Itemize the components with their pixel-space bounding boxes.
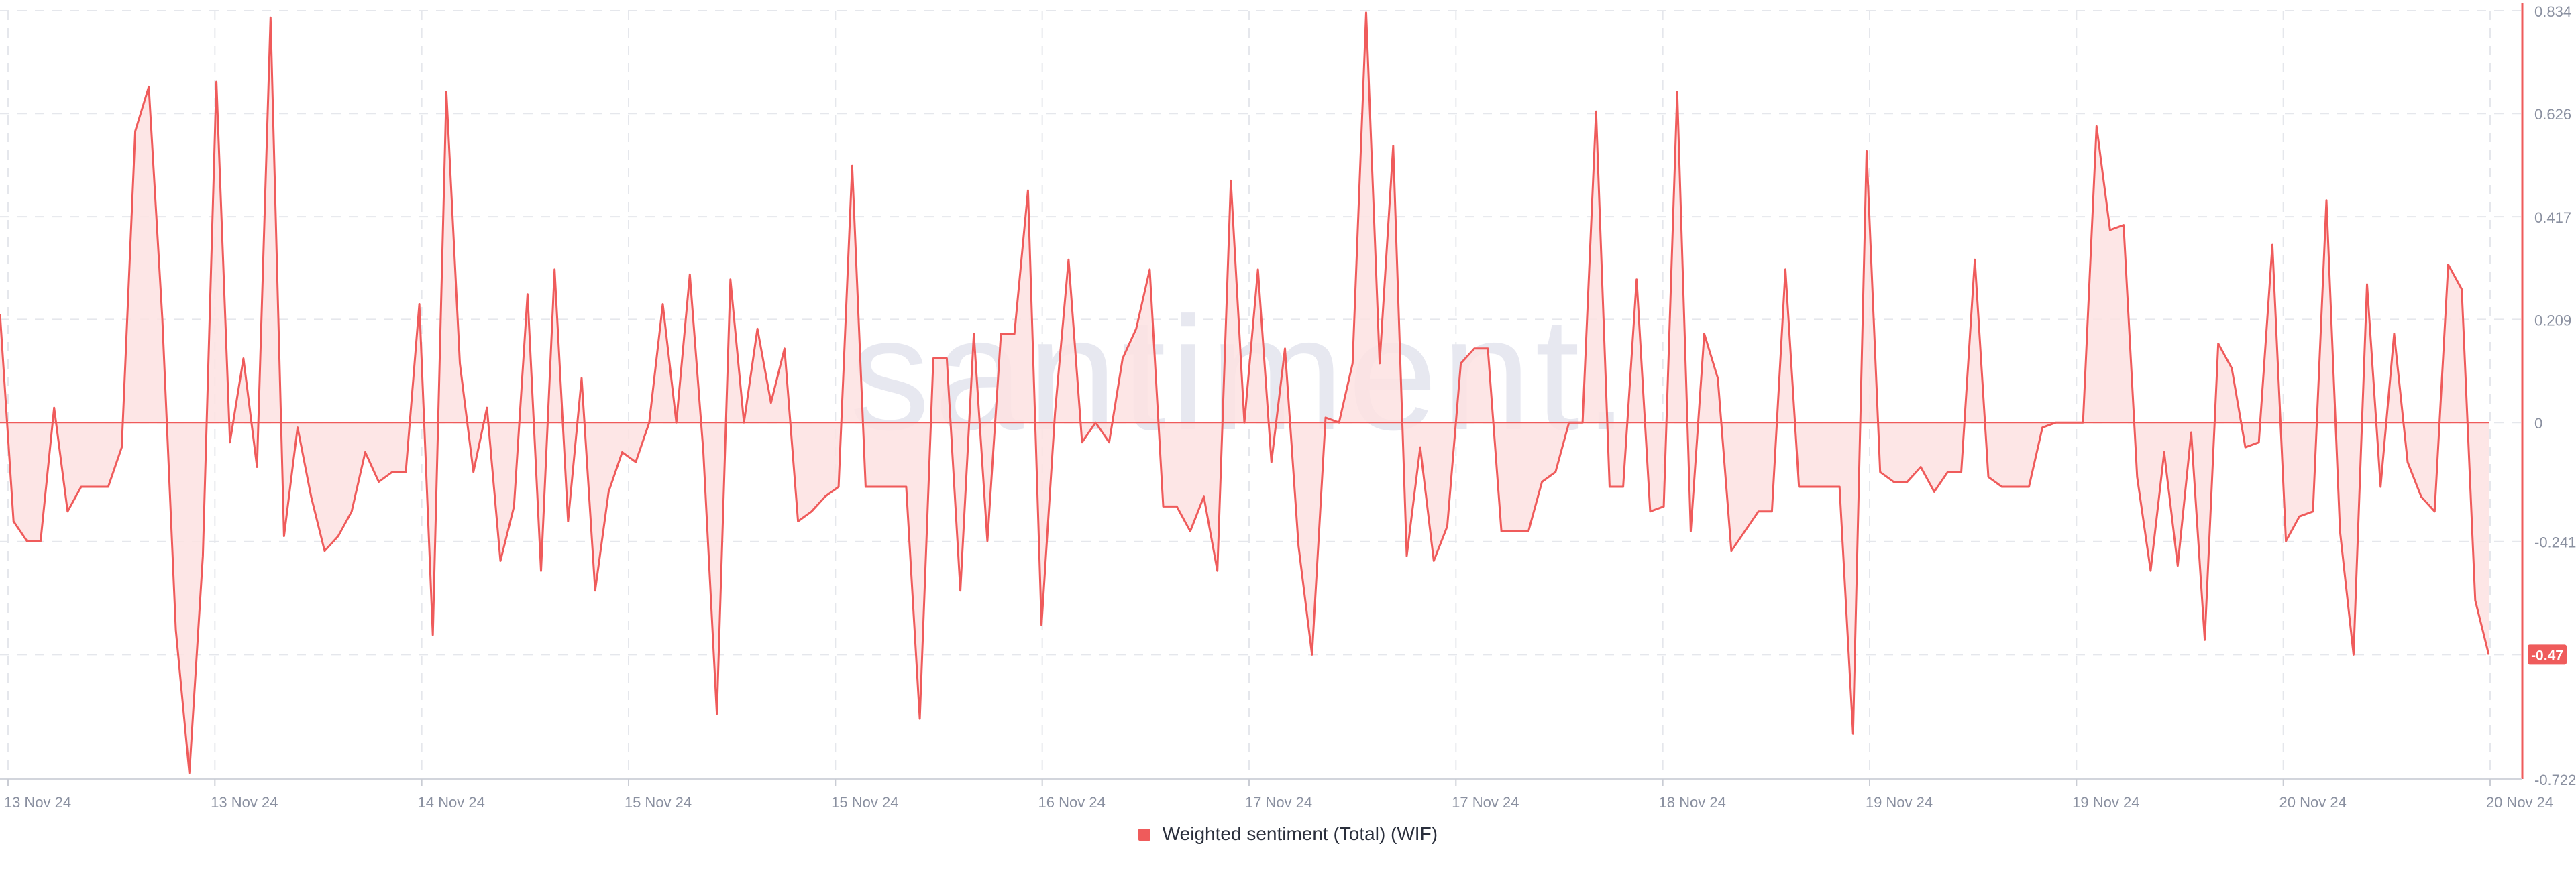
x-tick-label: 13 Nov 24 [4,794,71,811]
y-tick-label: 0.209 [2534,312,2571,329]
y-axis-ticks: 0.834 0.626 0.417 0.209 0 -0.241 -0.722 [2534,3,2576,789]
x-axis-ticks: 13 Nov 24 13 Nov 24 14 Nov 24 15 Nov 24 15 N… [4,779,2553,811]
x-tick-label: 14 Nov 24 [418,794,485,811]
x-tick-label: 20 Nov 24 [2486,794,2553,811]
last-value-badge-bg [2528,644,2567,665]
x-tick-label: 19 Nov 24 [2072,794,2139,811]
x-tick-label: 16 Nov 24 [1038,794,1106,811]
y-tick-label: -0.241 [2534,534,2576,551]
x-tick-label: 18 Nov 24 [1659,794,1726,811]
last-value-badge: -0.47 [2528,644,2567,665]
y-tick-label: 0.626 [2534,106,2571,123]
x-tick-label: 13 Nov 24 [211,794,278,811]
y-tick-label: -0.722 [2534,772,2576,789]
legend-label: Weighted sentiment (Total) (WIF) [1162,823,1438,844]
legend[interactable]: Weighted sentiment (Total) (WIF) [0,823,2576,845]
series-area-fill [0,12,2489,774]
y-tick-label: 0.417 [2534,209,2571,226]
x-tick-label: 15 Nov 24 [831,794,898,811]
series-line [0,11,2490,774]
last-value-badge-label: -0.47 [2531,648,2563,663]
x-tick-label: 20 Nov 24 [2279,794,2347,811]
x-tick-label: 15 Nov 24 [625,794,692,811]
legend-swatch [1138,829,1150,841]
x-tick-label: 17 Nov 24 [1245,794,1312,811]
y-tick-label: 0.834 [2534,3,2571,20]
x-tick-label: 17 Nov 24 [1452,794,1519,811]
x-tick-label: 19 Nov 24 [1866,794,1933,811]
y-tick-label: 0 [2534,415,2542,432]
